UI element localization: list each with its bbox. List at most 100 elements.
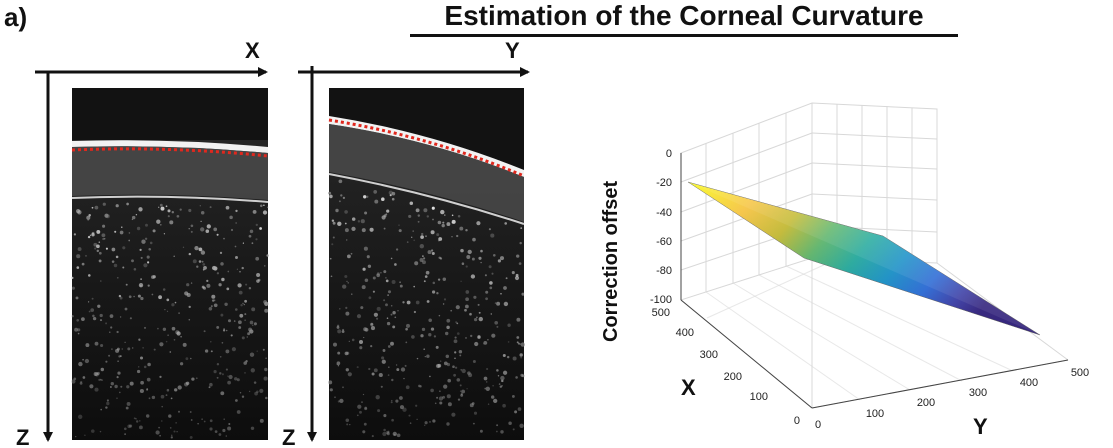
speckle-dot — [519, 241, 522, 245]
speckle-dot — [117, 360, 119, 363]
speckle-dot — [415, 208, 420, 213]
speckle-dot — [451, 219, 456, 224]
speckle-dot — [110, 382, 114, 386]
speckle-dot — [240, 303, 243, 307]
y-tick: 100 — [866, 408, 884, 420]
speckle-dot — [421, 327, 426, 332]
speckle-dot — [176, 214, 180, 218]
speckle-dot — [252, 324, 254, 326]
z-tick: -40 — [656, 207, 672, 219]
speckle-dot — [402, 301, 405, 304]
speckle-dot — [102, 224, 106, 228]
plot-axes — [680, 153, 1069, 409]
speckle-dot — [132, 347, 134, 349]
speckle-dot — [125, 406, 129, 410]
speckle-dot — [263, 300, 267, 304]
speckle-dot — [162, 288, 166, 291]
speckle-dot — [221, 373, 224, 376]
speckle-dot — [160, 206, 165, 211]
speckle-dot — [189, 435, 193, 439]
speckle-dot — [404, 364, 407, 367]
speckle-dot — [499, 385, 503, 388]
speckle-dot — [360, 219, 365, 224]
speckle-dot — [210, 341, 212, 343]
speckle-dot — [246, 336, 249, 338]
speckle-dot — [235, 222, 237, 224]
speckle-dot — [501, 379, 504, 383]
speckle-dot — [124, 307, 128, 311]
speckle-dot — [451, 412, 456, 417]
speckle-dot — [381, 197, 385, 201]
speckle-dot — [93, 371, 98, 377]
speckle-dot — [108, 354, 111, 357]
speckle-dot — [431, 251, 435, 256]
speckle-dot — [496, 301, 501, 306]
speckle-dot — [423, 280, 426, 283]
speckle-dot — [339, 308, 341, 310]
speckle-dot — [82, 376, 86, 379]
speckle-dot — [443, 384, 448, 389]
speckle-dot — [436, 233, 440, 237]
speckle-dot — [502, 354, 506, 357]
speckle-dot — [139, 248, 142, 252]
speckle-dot — [151, 395, 156, 400]
speckle-dot — [116, 347, 120, 351]
speckle-dot — [350, 252, 353, 255]
speckle-dot — [140, 296, 144, 301]
speckle-dot — [200, 211, 205, 215]
speckle-dot — [506, 355, 510, 359]
speckle-dot — [477, 303, 480, 306]
speckle-dot — [398, 229, 402, 233]
figure-title: Estimation of the Corneal Curvature — [410, 0, 958, 37]
speckle-dot — [433, 335, 437, 338]
speckle-dot — [456, 234, 459, 238]
speckle-dot — [472, 360, 476, 363]
speckle-dot — [499, 256, 505, 261]
speckle-dot — [411, 335, 415, 339]
speckle-dot — [133, 268, 137, 271]
speckle-dot — [496, 430, 498, 433]
speckle-dot — [81, 317, 85, 321]
speckle-dot — [371, 372, 375, 376]
speckle-dot — [244, 372, 246, 374]
speckle-dot — [226, 287, 230, 291]
speckle-dot — [416, 418, 418, 421]
speckle-dot — [519, 343, 522, 346]
speckle-dot — [186, 292, 191, 298]
speckle-dot — [456, 322, 459, 325]
speckle-dot — [391, 197, 395, 201]
speckle-dot — [249, 229, 254, 234]
speckle-dot — [488, 228, 491, 231]
speckle-dot — [420, 235, 424, 239]
speckle-dot — [345, 418, 350, 423]
x-tick-labels: 0 100 200 300 400 500 — [652, 307, 800, 427]
speckle-dot — [182, 342, 187, 347]
speckle-dot — [415, 300, 420, 305]
speckle-dot — [136, 369, 141, 374]
speckle-dot — [465, 297, 469, 302]
oct-scan-yz: Y Z — [282, 38, 530, 448]
speckle-dot — [147, 284, 150, 287]
speckle-dot — [131, 215, 136, 220]
speckle-dot — [342, 284, 347, 289]
speckle-dot — [383, 299, 386, 302]
speckle-dot — [334, 396, 336, 399]
speckle-dot — [91, 297, 94, 300]
speckle-dot — [160, 394, 165, 399]
speckle-dot — [233, 320, 236, 322]
speckle-dot — [71, 379, 76, 384]
speckle-dot — [253, 381, 257, 384]
speckle-dot — [100, 367, 105, 372]
speckle-dot — [459, 226, 464, 231]
speckle-dot — [99, 313, 103, 318]
speckle-dot — [98, 251, 102, 255]
speckle-dot — [71, 315, 74, 318]
speckle-dot — [213, 370, 217, 374]
speckle-dot — [203, 266, 207, 270]
speckle-dot — [381, 356, 385, 360]
speckle-dot — [478, 311, 481, 314]
speckle-dot — [387, 374, 390, 376]
speckle-dot — [493, 254, 496, 257]
speckle-dot — [456, 378, 461, 382]
speckle-dot — [126, 202, 129, 206]
